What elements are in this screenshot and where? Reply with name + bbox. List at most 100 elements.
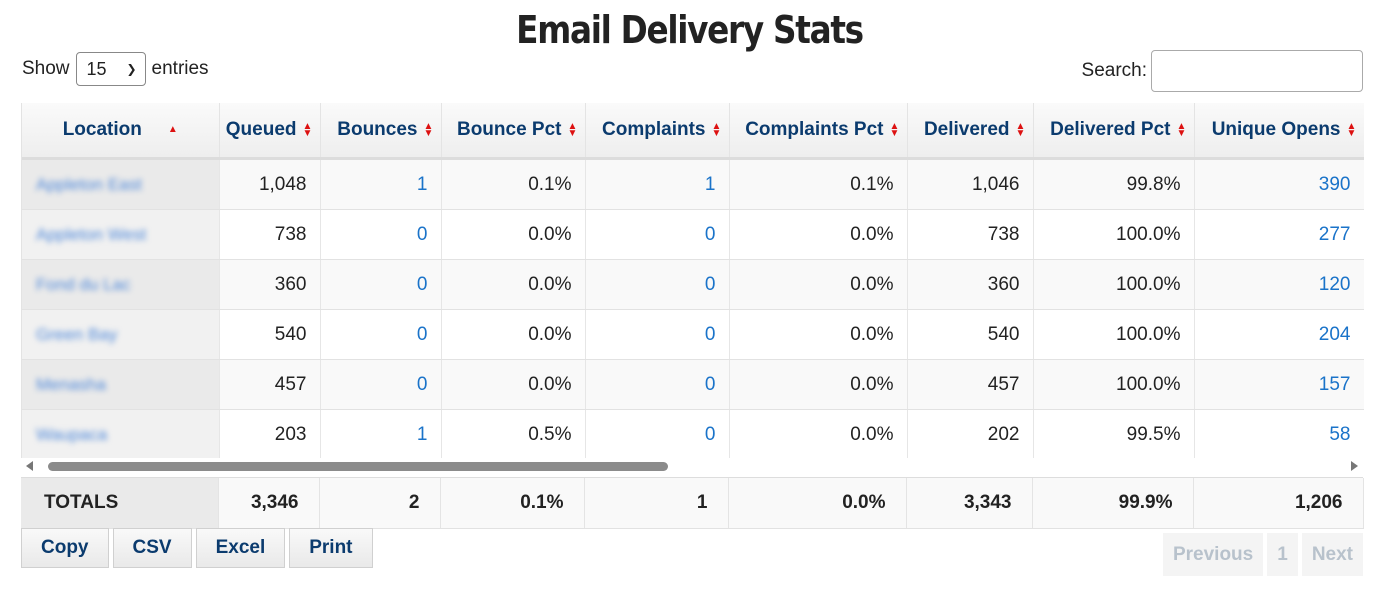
cell-location[interactable]: Waupaca [22,409,220,458]
scroll-left-icon[interactable] [26,461,33,471]
search-control: Search: [1082,50,1363,92]
column-header-complaints-pct[interactable]: Complaints Pct ▲ ▼ [729,103,908,160]
cell-delivered: 360 [907,259,1034,310]
sort-asc-icon: ▲ [167,124,178,136]
column-header-location[interactable]: Location ▲ [22,103,220,160]
page-title: Email Delivery Stats [516,8,864,52]
total-delivered-pct: 99.9% [1032,478,1194,529]
sort-icon: ▲ ▼ [567,120,578,139]
column-header-bounces[interactable]: Bounces ▲ ▼ [320,103,442,160]
next-page-button[interactable]: Next [1301,533,1363,576]
cell-complaints-pct: 0.0% [729,209,908,260]
cell-complaints-pct: 0.1% [729,158,908,210]
print-button[interactable]: Print [289,528,373,568]
cell-bounces-link[interactable]: 1 [320,409,442,458]
column-header-bounce-pct[interactable]: Bounce Pct ▲ ▼ [441,103,586,160]
cell-complaints-pct: 0.0% [729,259,908,310]
scroll-right-icon[interactable] [1351,461,1358,471]
cell-complaints-pct: 0.0% [729,359,908,410]
cell-delivered: 738 [907,209,1034,260]
cell-bounce-pct: 0.1% [441,158,586,210]
table-row: Menasha 457 0 0.0% 0 0.0% 457 100.0% 157 [22,359,1364,410]
total-queued: 3,346 [218,478,320,529]
cell-complaints-link[interactable]: 0 [585,409,730,458]
horizontal-scrollbar[interactable] [21,458,1363,475]
cell-location[interactable]: Menasha [22,359,220,410]
copy-button[interactable]: Copy [21,528,109,568]
cell-bounces-link[interactable]: 0 [320,209,442,260]
cell-bounce-pct: 0.0% [441,259,586,310]
cell-bounce-pct: 0.5% [441,409,586,458]
entries-label: entries [151,58,209,79]
cell-unique-opens-link[interactable]: 277 [1194,209,1364,260]
table-row: Waupaca 203 1 0.5% 0 0.0% 202 99.5% 58 [22,409,1364,458]
show-label: Show [22,58,70,79]
total-complaints: 1 [584,478,729,529]
totals-footer: TOTALS 3,346 2 0.1% 1 0.0% 3,343 99.9% 1… [21,477,1364,529]
cell-bounce-pct: 0.0% [441,209,586,260]
cell-complaints-link[interactable]: 0 [585,209,730,260]
cell-bounces-link[interactable]: 0 [320,259,442,310]
total-complaints-pct: 0.0% [728,478,907,529]
cell-bounces-link[interactable]: 0 [320,309,442,360]
cell-unique-opens-link[interactable]: 204 [1194,309,1364,360]
total-bounces: 2 [319,478,441,529]
cell-unique-opens-link[interactable]: 120 [1194,259,1364,310]
column-header-unique-opens[interactable]: Unique Opens ▲ ▼ [1194,103,1364,160]
cell-delivered-pct: 100.0% [1033,309,1195,360]
cell-queued: 540 [219,309,321,360]
cell-bounces-link[interactable]: 0 [320,359,442,410]
table-body: Appleton East 1,048 1 0.1% 1 0.1% 1,046 … [22,158,1364,458]
page-1-button[interactable]: 1 [1267,533,1298,576]
cell-complaints-pct: 0.0% [729,409,908,458]
totals-table: TOTALS 3,346 2 0.1% 1 0.0% 3,343 99.9% 1… [21,478,1364,529]
cell-location[interactable]: Fond du Lac [22,259,220,310]
sort-icon: ▲ ▼ [1346,120,1357,139]
cell-queued: 457 [219,359,321,410]
cell-complaints-link[interactable]: 0 [585,259,730,310]
table-row: Appleton East 1,048 1 0.1% 1 0.1% 1,046 … [22,158,1364,210]
column-header-complaints[interactable]: Complaints ▲ ▼ [585,103,730,160]
search-input[interactable] [1151,50,1363,92]
scrollbar-thumb[interactable] [48,462,668,471]
cell-location[interactable]: Green Bay [22,309,220,360]
sort-icon: ▲ ▼ [302,120,313,139]
cell-bounces-link[interactable]: 1 [320,158,442,210]
totals-row: TOTALS 3,346 2 0.1% 1 0.0% 3,343 99.9% 1… [21,478,1364,529]
cell-delivered-pct: 100.0% [1033,259,1195,310]
column-header-delivered[interactable]: Delivered ▲ ▼ [907,103,1034,160]
sort-icon: ▲ ▼ [889,120,900,139]
export-buttons: Copy CSV Excel Print [21,528,373,568]
cell-complaints-link[interactable]: 1 [585,158,730,210]
cell-unique-opens-link[interactable]: 390 [1194,158,1364,210]
table-row: Appleton West 738 0 0.0% 0 0.0% 738 100.… [22,209,1364,260]
stats-table-scroll-area[interactable]: Location ▲ Queued ▲ ▼ Bounces ▲ ▼ Bounce Pct ▲… [21,103,1364,458]
cell-bounce-pct: 0.0% [441,359,586,410]
cell-complaints-link[interactable]: 0 [585,359,730,410]
chevron-down-icon: ❯ [126,62,137,76]
excel-button[interactable]: Excel [195,528,286,568]
totals-label: TOTALS [21,478,219,529]
sort-icon: ▲ ▼ [1015,120,1026,139]
cell-delivered-pct: 99.5% [1033,409,1195,458]
cell-location[interactable]: Appleton East [22,158,220,210]
total-unique-opens: 1,206 [1193,478,1364,529]
column-header-queued[interactable]: Queued ▲ ▼ [219,103,321,160]
csv-button[interactable]: CSV [112,528,192,568]
table-header-row: Location ▲ Queued ▲ ▼ Bounces ▲ ▼ Bounce Pct ▲… [22,103,1364,160]
entries-select[interactable]: 15 ❯ [75,52,146,86]
cell-queued: 203 [219,409,321,458]
cell-delivered-pct: 99.8% [1033,158,1195,210]
cell-complaints-link[interactable]: 0 [585,309,730,360]
cell-delivered-pct: 100.0% [1033,359,1195,410]
cell-location[interactable]: Appleton West [22,209,220,260]
previous-page-button[interactable]: Previous [1162,533,1264,576]
cell-queued: 1,048 [219,158,321,210]
cell-delivered: 540 [907,309,1034,360]
entries-length-control: Show 15 ❯ entries [22,52,209,86]
column-header-delivered-pct[interactable]: Delivered Pct ▲ ▼ [1033,103,1195,160]
cell-unique-opens-link[interactable]: 157 [1194,359,1364,410]
stats-table: Location ▲ Queued ▲ ▼ Bounces ▲ ▼ Bounce Pct ▲… [22,103,1364,458]
total-delivered: 3,343 [906,478,1033,529]
cell-unique-opens-link[interactable]: 58 [1194,409,1364,458]
